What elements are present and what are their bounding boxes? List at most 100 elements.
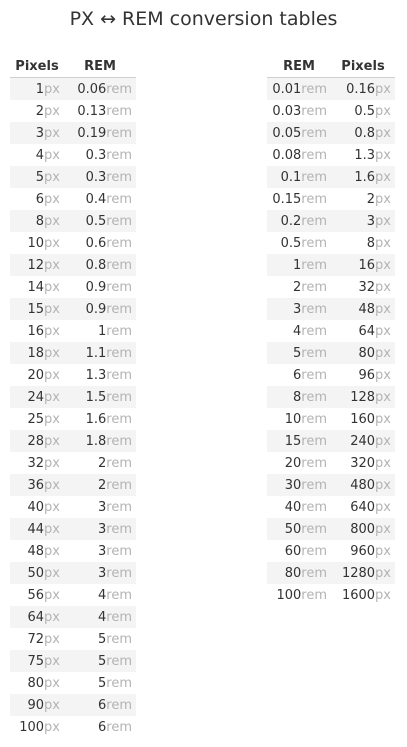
- table-row: 5px 0.3rem: [10, 166, 136, 188]
- rem-cell: 8rem: [267, 386, 331, 408]
- value-number: 15: [284, 433, 302, 449]
- value-number: 5: [35, 169, 45, 185]
- value-unit: px: [44, 719, 60, 735]
- table-row: 44px 3rem: [10, 518, 136, 540]
- value-unit: rem: [301, 565, 327, 581]
- pixels-cell: 6px: [10, 188, 64, 210]
- pixels-cell: 8px: [331, 232, 395, 254]
- rem-cell: 0.05rem: [267, 122, 331, 144]
- table-row: 0.03rem 0.5px: [267, 100, 395, 122]
- rem-cell: 1.8rem: [64, 430, 136, 452]
- pixels-cell: 1600px: [331, 584, 395, 606]
- value-number: 16: [27, 323, 45, 339]
- value-unit: px: [375, 411, 391, 427]
- value-unit: px: [375, 125, 391, 141]
- value-unit: px: [44, 213, 60, 229]
- value-unit: px: [44, 81, 60, 97]
- rem-cell: 0.1rem: [267, 166, 331, 188]
- value-number: 0.5: [85, 213, 107, 229]
- value-number: 48: [358, 301, 376, 317]
- value-number: 1: [292, 257, 302, 273]
- pixels-cell: 0.5px: [331, 100, 395, 122]
- value-unit: px: [375, 169, 391, 185]
- rem-cell: 4rem: [64, 584, 136, 606]
- value-unit: rem: [106, 609, 132, 625]
- value-number: 64: [27, 609, 45, 625]
- value-unit: px: [375, 191, 391, 207]
- value-unit: rem: [106, 499, 132, 515]
- value-number: 32: [358, 279, 376, 295]
- value-unit: px: [375, 345, 391, 361]
- table-row: 3rem 48px: [267, 298, 395, 320]
- rem-cell: 60rem: [267, 540, 331, 562]
- value-number: 0.3: [85, 169, 107, 185]
- rem-cell: 3rem: [64, 562, 136, 584]
- pixels-cell: 96px: [331, 364, 395, 386]
- px-to-rem-rows: 1px 0.06rem 2px 0.13rem 3px 0.19rem 4px 0.3rem 5…: [10, 77, 136, 739]
- pixels-cell: 1px: [10, 77, 64, 100]
- pixels-cell: 320px: [331, 452, 395, 474]
- rem-cell: 2rem: [64, 474, 136, 496]
- value-number: 1.3: [354, 147, 376, 163]
- value-unit: px: [375, 235, 391, 251]
- value-unit: px: [44, 257, 60, 273]
- table-row: 15px 0.9rem: [10, 298, 136, 320]
- value-unit: rem: [106, 147, 132, 163]
- rem-cell: 0.19rem: [64, 122, 136, 144]
- value-unit: rem: [301, 499, 327, 515]
- value-number: 1.1: [85, 345, 107, 361]
- table-row: 8rem 128px: [267, 386, 395, 408]
- pixels-cell: 15px: [10, 298, 64, 320]
- table-row: 50px 3rem: [10, 562, 136, 584]
- value-number: 1: [97, 323, 107, 339]
- value-unit: rem: [106, 257, 132, 273]
- value-number: 75: [27, 653, 45, 669]
- pixels-cell: 25px: [10, 408, 64, 430]
- pixels-cell: 32px: [331, 276, 395, 298]
- table-row: 20rem 320px: [267, 452, 395, 474]
- table-row: 40rem 640px: [267, 496, 395, 518]
- value-number: 640: [350, 499, 376, 515]
- value-number: 2: [366, 191, 376, 207]
- value-unit: px: [44, 191, 60, 207]
- table-row: 6rem 96px: [267, 364, 395, 386]
- table-row: 100rem 1600px: [267, 584, 395, 606]
- rem-cell: 0.9rem: [64, 276, 136, 298]
- pixels-cell: 8px: [10, 210, 64, 232]
- value-unit: px: [375, 279, 391, 295]
- value-unit: rem: [106, 433, 132, 449]
- value-number: 480: [350, 477, 376, 493]
- rem-cell: 4rem: [267, 320, 331, 342]
- rem-cell: 5rem: [64, 650, 136, 672]
- value-unit: rem: [301, 477, 327, 493]
- pixels-cell: 80px: [10, 672, 64, 694]
- value-unit: rem: [106, 81, 132, 97]
- value-number: 3: [97, 521, 107, 537]
- rem-cell: 0.6rem: [64, 232, 136, 254]
- value-unit: rem: [106, 653, 132, 669]
- pixels-cell: 75px: [10, 650, 64, 672]
- table-row: 16px 1rem: [10, 320, 136, 342]
- value-number: 4: [97, 587, 107, 603]
- value-number: 1.3: [85, 367, 107, 383]
- value-unit: px: [375, 257, 391, 273]
- value-unit: px: [375, 543, 391, 559]
- pixels-cell: 44px: [10, 518, 64, 540]
- value-unit: rem: [106, 389, 132, 405]
- table-row: 24px 1.5rem: [10, 386, 136, 408]
- pixels-cell: 480px: [331, 474, 395, 496]
- value-number: 90: [27, 697, 45, 713]
- pixels-cell: 100px: [10, 716, 64, 738]
- value-unit: rem: [106, 213, 132, 229]
- value-unit: px: [44, 477, 60, 493]
- value-number: 100: [19, 719, 45, 735]
- value-unit: px: [44, 543, 60, 559]
- value-unit: px: [44, 521, 60, 537]
- rem-cell: 0.08rem: [267, 144, 331, 166]
- pixels-cell: 240px: [331, 430, 395, 452]
- value-number: 20: [284, 455, 302, 471]
- rem-cell: 1rem: [267, 254, 331, 276]
- pixels-cell: 5px: [10, 166, 64, 188]
- value-unit: px: [44, 565, 60, 581]
- pixels-cell: 16px: [331, 254, 395, 276]
